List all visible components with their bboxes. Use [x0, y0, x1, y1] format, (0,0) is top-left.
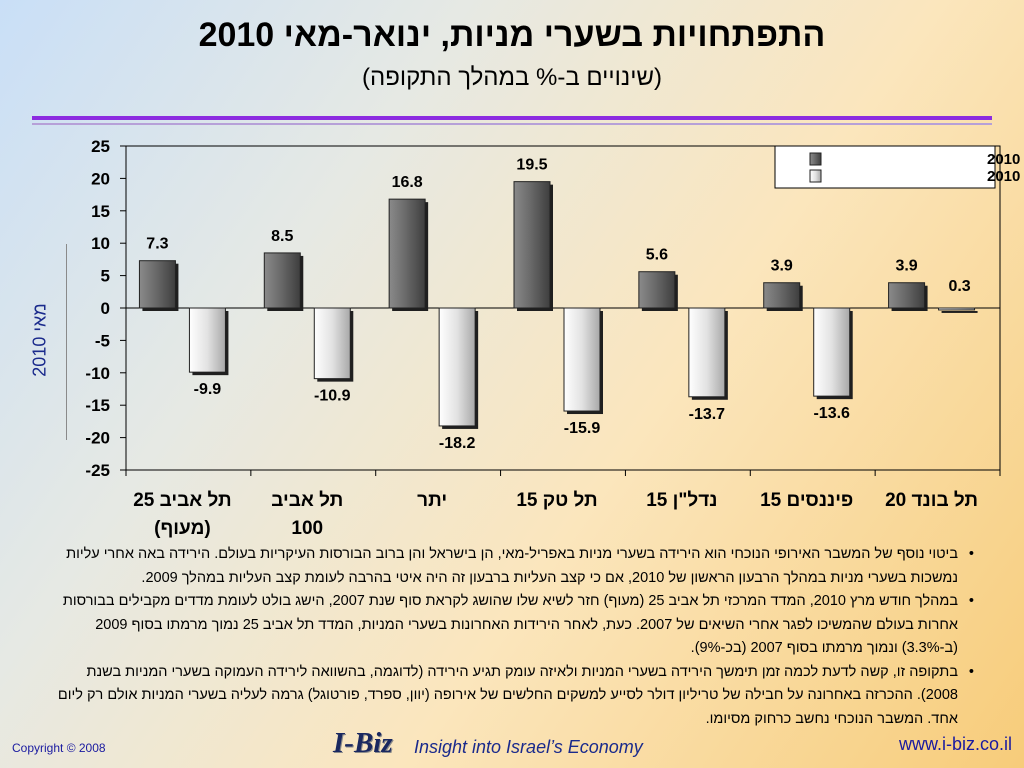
page-subtitle: (שינויים ב-% במהלך התקופה) — [362, 64, 662, 91]
bar-apr-may — [813, 307, 851, 397]
y-tick-label: 15 — [91, 202, 110, 221]
bullet-item: • ביטוי נוסף של המשבר האירופי הנוכחי הוא… — [44, 543, 974, 590]
y-tick-label: 25 — [91, 137, 110, 156]
bar-jan-mar — [513, 181, 551, 309]
y-tick-label: -15 — [85, 396, 110, 415]
website-link[interactable]: www.i-biz.co.il — [898, 734, 1012, 754]
bullet-item: • במהלך חודש מרץ 2010, המדד המרכזי תל אב… — [44, 590, 974, 661]
y-tick-label: -5 — [95, 331, 110, 350]
y-tick-label: -20 — [85, 429, 110, 448]
data-label: 0.3 — [948, 278, 970, 295]
bullet-text: במהלך חודש מרץ 2010, המדד המרכזי תל אביב… — [62, 593, 958, 656]
bullet-marker: • — [968, 546, 974, 562]
category-label: תל אביב — [271, 490, 343, 511]
category-label: נדל"ן 15 — [646, 490, 717, 511]
bullet-text: בתקופה זו, קשה לדעת לכמה זמן תימשך היריד… — [57, 663, 958, 727]
copyright-text: Copyright © 2008 — [12, 741, 106, 755]
data-label: 3.9 — [895, 258, 917, 275]
category-label: פיננסים 15 — [760, 490, 853, 511]
bar-apr-may — [938, 307, 976, 311]
y-tick-label: -10 — [85, 364, 110, 383]
bar-apr-may — [188, 307, 226, 373]
bar-apr-may — [438, 307, 476, 427]
bar-jan-mar — [763, 282, 801, 309]
data-label: 7.3 — [146, 236, 168, 253]
bar-jan-mar — [138, 260, 176, 309]
y-tick-label: 10 — [91, 234, 110, 253]
bullet-marker: • — [968, 593, 974, 609]
category-label: תל אביב 25 — [133, 490, 231, 511]
bar-chart: 25 20 15 10 5 0 -5 -10 -15 -20 -25 7.3 -9.9 תל אביב 2… — [85, 137, 1024, 539]
header-divider — [32, 116, 992, 120]
y-tick-label: 0 — [101, 299, 110, 318]
bar-jan-mar — [388, 198, 426, 309]
category-label: יתר — [417, 490, 447, 511]
category-label: (מעוף) — [154, 518, 211, 539]
legend-label: אפריל-מאי 2010 — [987, 168, 1024, 185]
y-tick-label: 20 — [91, 169, 110, 188]
ibiz-logo: I-Biz — [333, 727, 393, 759]
y-tick-label: -25 — [85, 461, 110, 480]
legend-swatch — [809, 152, 822, 166]
bar-shadow — [941, 311, 978, 313]
bar-jan-mar — [888, 282, 926, 309]
category-label: תל בונד 20 — [885, 490, 978, 511]
page-title: התפתחויות בשערי מניות, ינואר-מאי 2010 — [198, 16, 826, 54]
data-label: 19.5 — [516, 157, 547, 174]
data-label: -9.9 — [194, 381, 222, 398]
side-period-label: מאי 2010 — [29, 303, 50, 377]
data-label: 16.8 — [392, 174, 423, 191]
data-label: 3.9 — [771, 258, 793, 275]
data-label: -18.2 — [439, 435, 476, 452]
data-label: -13.7 — [689, 406, 726, 423]
bullet-list: • ביטוי נוסף של המשבר האירופי הנוכחי הוא… — [44, 543, 974, 731]
category-label: תל טק 15 — [516, 490, 597, 511]
bullet-item: • בתקופה זו, קשה לדעת לכמה זמן תימשך היר… — [44, 661, 974, 732]
side-divider — [66, 244, 67, 440]
bullet-marker: • — [968, 663, 974, 680]
bar-apr-may — [563, 307, 601, 412]
tagline: Insight into Israel’s Economy — [414, 737, 643, 757]
legend-box — [774, 145, 996, 189]
y-tick-label: 5 — [101, 267, 110, 286]
legend-swatch — [809, 169, 822, 183]
data-label: -10.9 — [314, 388, 351, 405]
data-label: -15.9 — [564, 420, 601, 437]
bar-jan-mar — [263, 252, 301, 309]
bullet-text: ביטוי נוסף של המשבר האירופי הנוכחי הוא ה… — [66, 546, 958, 586]
legend-label: ינואר-מרץ 2010 — [987, 151, 1024, 168]
data-label: 8.5 — [271, 228, 293, 245]
bar-apr-may — [313, 307, 351, 380]
bar-jan-mar — [638, 271, 676, 309]
data-label: 5.6 — [646, 247, 668, 264]
header-divider-shadow — [32, 123, 992, 125]
data-label: -13.6 — [813, 405, 850, 422]
category-label: 100 — [291, 518, 323, 539]
bar-apr-may — [688, 307, 726, 398]
